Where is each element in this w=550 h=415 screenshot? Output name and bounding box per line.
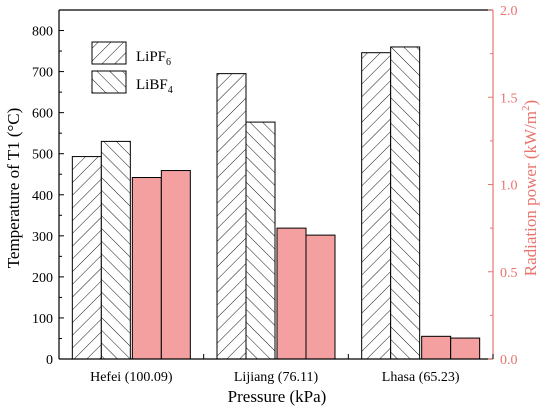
bar-radiation-lipf6-1 (131, 177, 162, 360)
right-axis-title: Radiation power (kW/m2) (520, 100, 540, 276)
legend-label-lipf6: LiPF6 (136, 49, 171, 68)
bar-radiation-libf4-2 (305, 234, 336, 360)
legend-swatch-libf4 (91, 70, 127, 94)
bar-temperature-lipf6-3 (361, 52, 392, 360)
bar-temperature-libf4-2 (245, 121, 276, 360)
right-tick-label: 1.0 (500, 179, 518, 194)
bar-radiation-libf4-1 (160, 170, 191, 360)
legend-label-libf4: LiBF4 (136, 77, 173, 96)
right-tick-label: 0.0 (500, 353, 518, 368)
bar-temperature-libf4-3 (390, 46, 421, 360)
left-tick-label: 700 (32, 66, 53, 81)
x-tick-label: Lhasa (65.23) (382, 370, 460, 385)
bar-temperature-lipf6-2 (216, 73, 247, 360)
legend: LiPF6 LiBF4 (91, 41, 173, 96)
left-tick-label: 400 (32, 189, 53, 204)
left-tick-label: 100 (32, 312, 53, 327)
bar-radiation-lipf6-2 (276, 227, 307, 360)
left-axis-title: Temperature of T1 (°C) (4, 108, 23, 269)
bar-temperature-lipf6-1 (71, 156, 102, 360)
left-tick-label: 600 (32, 107, 53, 122)
x-axis-title: Pressure (kPa) (228, 387, 327, 406)
left-tick-label: 200 (32, 271, 53, 286)
left-tick-label: 0 (46, 353, 53, 368)
x-tick-label: Lijiang (76.11) (234, 370, 319, 385)
bar-radiation-lipf6-3 (421, 335, 452, 360)
right-tick-label: 2.0 (500, 4, 518, 19)
right-tick-label: 0.5 (500, 266, 518, 281)
bar-radiation-libf4-3 (450, 337, 481, 360)
bars-layer (71, 46, 481, 360)
x-tick-label: Hefei (100.09) (90, 370, 173, 385)
bar-temperature-libf4-1 (100, 140, 131, 360)
right-tick-label: 1.5 (500, 91, 518, 106)
legend-swatch-lipf6 (91, 41, 127, 65)
left-tick-label: 500 (32, 148, 53, 163)
left-tick-label: 800 (32, 25, 53, 40)
axes-layer: Hefei (100.09) Lijiang (76.11) Lhasa (65.2… (32, 4, 518, 385)
left-tick-label: 300 (32, 230, 53, 245)
